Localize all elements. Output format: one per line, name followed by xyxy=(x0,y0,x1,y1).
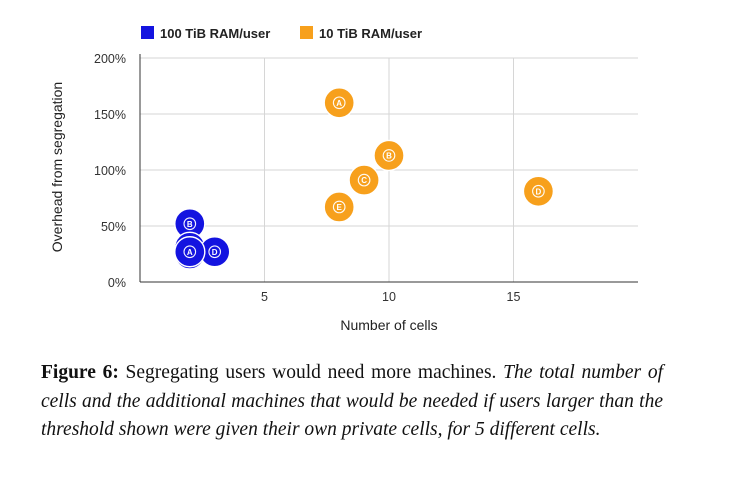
legend-swatch xyxy=(141,26,154,39)
data-point xyxy=(323,191,355,223)
data-point-label: E xyxy=(337,203,343,212)
legend-swatch xyxy=(300,26,313,39)
axes xyxy=(139,54,638,283)
data-point xyxy=(522,175,555,207)
x-tick-label: 5 xyxy=(261,290,268,304)
y-tick-label: 100% xyxy=(94,164,126,178)
caption-text: Segregating users would need more machin… xyxy=(118,362,504,383)
legend-label: 100 TiB RAM/user xyxy=(160,26,270,41)
data-point-label-ring xyxy=(332,96,346,110)
data-point-label-ring xyxy=(382,149,396,162)
data-point-label: C xyxy=(361,176,367,185)
data-point-label: D xyxy=(212,248,218,257)
y-tick-label: 0% xyxy=(108,276,126,290)
data-points: BCEDAABCED xyxy=(174,87,555,270)
data-point xyxy=(323,87,355,119)
data-point xyxy=(373,139,405,172)
legend-label: 10 TiB RAM/user xyxy=(319,26,422,41)
data-point-label-ring xyxy=(183,245,197,259)
data-point xyxy=(174,236,206,268)
caption-label: Figure 6: xyxy=(41,362,119,383)
x-axis-label: Number of cells xyxy=(340,317,437,333)
y-axis-label: Overhead from segregation xyxy=(49,82,65,252)
data-point-label: D xyxy=(536,187,542,196)
y-tick-label: 200% xyxy=(94,52,126,66)
data-point-label-ring xyxy=(332,200,346,214)
data-point-label-ring xyxy=(532,184,545,198)
data-point-label: A xyxy=(336,99,342,108)
tick-labels: 0% 50% 100% 150% 200% 5 10 15 xyxy=(94,52,520,304)
data-point xyxy=(348,164,380,196)
data-point-label: A xyxy=(187,248,193,257)
y-tick-label: 50% xyxy=(101,220,126,234)
y-tick-label: 150% xyxy=(94,108,126,122)
data-point-label-ring xyxy=(183,217,197,231)
figure-caption: Figure 6: Segregating users would need m… xyxy=(41,359,663,445)
data-point-label-ring xyxy=(357,173,371,187)
data-point-label-ring xyxy=(208,245,222,259)
data-point-label: B xyxy=(187,220,193,229)
x-tick-label: 10 xyxy=(382,290,396,304)
x-tick-label: 15 xyxy=(507,290,521,304)
caption-italic-text: The total number of cells and the additi… xyxy=(41,362,664,440)
legend: 100 TiB RAM/user 10 TiB RAM/user xyxy=(141,26,422,41)
data-point-label: B xyxy=(386,151,392,160)
